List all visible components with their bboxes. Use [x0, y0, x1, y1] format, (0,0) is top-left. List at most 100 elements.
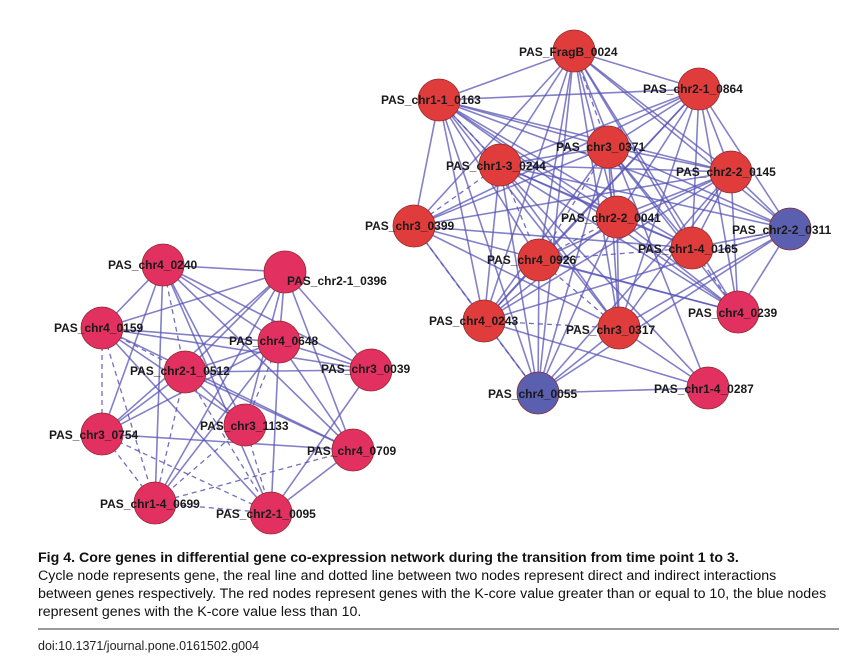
- indirect-edge: [538, 146, 609, 261]
- direct-edge: [691, 88, 700, 249]
- node-label: PAS_chr1-4_0699: [100, 497, 200, 511]
- direct-edge: [278, 341, 354, 451]
- direct-edge: [284, 271, 372, 371]
- direct-edge: [438, 50, 575, 101]
- network-diagram: PAS_chr4_0240 PAS_chr2-1_0396 PAS_chr4_015…: [49, 29, 832, 535]
- direct-edge: [730, 171, 739, 313]
- node-circle: [249, 491, 293, 535]
- node-label: PAS_chr2-2_0041: [561, 211, 661, 225]
- gene-node-l2: PAS_chr4_0159: [54, 306, 144, 350]
- node-label: PAS_chr3_0371: [556, 140, 646, 154]
- gene-node-r6: PAS_chr3_0399: [365, 204, 455, 248]
- gene-node-l7: PAS_chr3_0754: [49, 412, 139, 456]
- direct-edge: [499, 50, 575, 166]
- direct-edge: [537, 216, 618, 394]
- direct-edge: [438, 99, 618, 218]
- node-label: PAS_chr3_0399: [365, 219, 455, 233]
- node-label: PAS_chr1-4_0287: [654, 382, 754, 396]
- node-label: PAS_chr3_0317: [566, 323, 656, 337]
- node-label: PAS_chr4_0709: [307, 444, 397, 458]
- node-circle: [686, 366, 730, 410]
- direct-edge: [438, 99, 485, 322]
- gene-node-l0: PAS_chr4_0240: [108, 243, 198, 287]
- direct-edge: [499, 164, 732, 173]
- direct-edge: [101, 327, 280, 343]
- direct-edge: [413, 146, 609, 227]
- node-label: PAS_chr4_0648: [229, 334, 319, 348]
- direct-edge: [284, 271, 354, 451]
- direct-edge: [499, 164, 739, 313]
- direct-edge: [438, 99, 693, 249]
- direct-edge: [413, 88, 700, 227]
- direct-edge: [154, 341, 280, 504]
- direct-edge: [270, 369, 372, 514]
- direct-edge: [162, 264, 280, 343]
- gene-node-l5: PAS_chr3_0039: [321, 348, 411, 392]
- indirect-edge: [101, 433, 272, 514]
- node-circle: [595, 195, 639, 239]
- figure-caption: Fig 4. Core genes in differential gene c…: [38, 549, 828, 621]
- node-circle: [163, 350, 207, 394]
- gene-node-r14: PAS_chr4_0055: [488, 371, 578, 415]
- gene-node-r0: PAS_FragB_0024: [519, 29, 618, 73]
- direct-edge: [483, 228, 791, 322]
- caption-divider: [38, 628, 839, 630]
- direct-edge: [573, 50, 700, 90]
- node-label: PAS_chr1-4_0165: [638, 242, 738, 256]
- indirect-edge: [483, 320, 620, 329]
- direct-edge: [438, 99, 609, 148]
- direct-edge: [101, 327, 372, 371]
- direct-edge: [537, 259, 540, 394]
- indirect-edge: [101, 327, 186, 373]
- gene-node-l1: PAS_chr2-1_0396: [263, 250, 387, 294]
- edge-layer: [101, 50, 791, 514]
- node-circle: [80, 412, 124, 456]
- node-label: PAS_chr4_0055: [488, 387, 578, 401]
- direct-edge: [499, 164, 791, 230]
- direct-edge: [538, 259, 739, 313]
- node-circle: [716, 290, 760, 334]
- node-circle: [516, 371, 560, 415]
- node-circle: [677, 67, 721, 111]
- direct-edge: [413, 171, 732, 227]
- direct-edge: [184, 271, 286, 373]
- gene-node-r12: PAS_chr4_0243: [429, 299, 519, 343]
- node-circle: [478, 143, 522, 187]
- node-label: PAS_chr2-2_0311: [732, 223, 832, 237]
- direct-edge: [499, 164, 620, 329]
- direct-edge: [483, 146, 609, 322]
- gene-node-r10: PAS_chr1-4_0165: [638, 226, 738, 270]
- node-label: PAS_chr4_0159: [54, 321, 144, 335]
- node-label: PAS_chr3_0039: [321, 362, 411, 376]
- direct-edge: [101, 327, 272, 514]
- direct-edge: [573, 50, 693, 249]
- node-circle: [709, 150, 753, 194]
- node-circle: [417, 78, 461, 122]
- node-circle: [349, 348, 393, 392]
- node-circle: [141, 243, 185, 287]
- direct-edge: [101, 271, 286, 329]
- gene-node-l9: PAS_chr1-4_0699: [100, 481, 200, 525]
- node-label: PAS_chr3_1133: [200, 419, 289, 433]
- doi-text: doi:10.1371/journal.pone.0161502.g004: [38, 639, 260, 653]
- node-label: PAS_chr2-1_0864: [643, 82, 743, 96]
- direct-edge: [413, 225, 693, 249]
- node-circle: [80, 306, 124, 350]
- node-label: PAS_chr2-1_0396: [287, 274, 387, 288]
- node-circle: [597, 306, 641, 350]
- node-circle: [263, 250, 307, 294]
- direct-edge: [162, 264, 372, 371]
- direct-edge: [537, 146, 609, 394]
- direct-edge: [573, 50, 709, 389]
- node-label: PAS_FragB_0024: [519, 45, 618, 59]
- direct-edge: [101, 433, 354, 451]
- node-circle: [257, 320, 301, 364]
- gene-node-l6: PAS_chr3_1133: [200, 403, 289, 447]
- node-circle: [552, 29, 596, 73]
- direct-edge: [413, 225, 620, 329]
- direct-edge: [607, 146, 791, 230]
- indirect-edge: [154, 371, 186, 504]
- direct-edge: [483, 171, 732, 322]
- direct-edge: [616, 88, 700, 218]
- gene-node-r15: PAS_chr1-4_0287: [654, 366, 754, 410]
